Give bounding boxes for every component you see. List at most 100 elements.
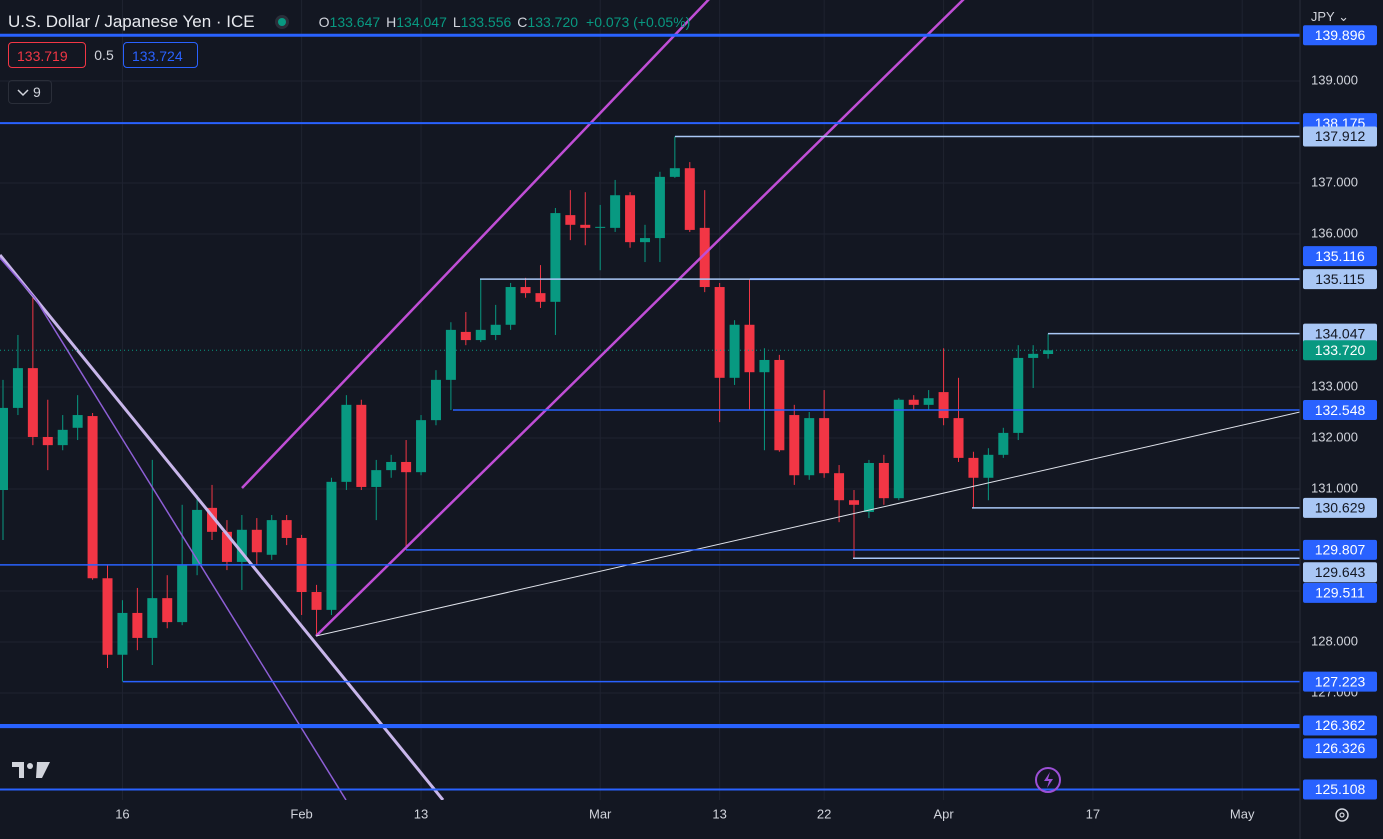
trend-line [0, 254, 445, 800]
change: +0.073 (+0.05%) [586, 14, 691, 30]
candle-body [595, 226, 606, 228]
level-label: 129.807 [1315, 542, 1366, 558]
candle-body [72, 415, 83, 428]
level-label-bg [1303, 340, 1377, 361]
ohlc-value: 134.047 [396, 14, 447, 30]
candle-body [953, 418, 964, 458]
ohlc-key: L [452, 14, 461, 30]
candle-body [251, 529, 262, 553]
level-label: 125.108 [1315, 781, 1366, 797]
levels: 139.896138.175137.912135.116135.115134.0… [0, 25, 1377, 800]
level-label: 129.643 [1315, 564, 1366, 580]
ohlc-value: 133.556 [460, 14, 512, 30]
candle-body [834, 473, 845, 501]
candle-body [401, 461, 412, 473]
candle-body [281, 520, 292, 538]
x-tick-label: 22 [817, 806, 831, 821]
level-label-bg [1303, 738, 1377, 759]
x-tick-label: Apr [933, 806, 954, 821]
level-label-bg [1303, 539, 1377, 560]
y-tick-label: 139.000 [1311, 72, 1358, 87]
candle-body [968, 457, 979, 478]
candle-body [490, 324, 501, 335]
y-tick-label: 137.000 [1311, 174, 1358, 189]
candle-body [221, 531, 232, 562]
candle-body [266, 520, 277, 555]
chevron [17, 89, 29, 97]
y-tick-label: 131.000 [1311, 480, 1358, 495]
candle-body [341, 404, 352, 482]
candle-body [87, 416, 98, 579]
x-tick-label: 16 [115, 806, 129, 821]
y-tick-label: 132.000 [1311, 429, 1358, 444]
candle-body [759, 359, 770, 373]
candle-body [774, 359, 785, 451]
candle-body [639, 238, 650, 243]
candle-body [475, 329, 486, 341]
candle-body [729, 324, 740, 378]
indicator-count: 9 [33, 84, 41, 100]
level-label-bg [1303, 269, 1377, 290]
alert-icon[interactable] [1035, 767, 1061, 793]
candle-body [714, 287, 725, 378]
candle-body [117, 612, 128, 655]
candle-body [1013, 357, 1024, 433]
candle-body [669, 168, 680, 177]
level-label: 133.720 [1315, 342, 1366, 358]
level-label: 139.896 [1315, 27, 1366, 43]
level-label-bg [1303, 246, 1377, 267]
x-tick-label: 13 [712, 806, 726, 821]
ask-button[interactable]: 133.724 [123, 42, 198, 68]
candle-body [207, 507, 218, 532]
candle-body [162, 598, 173, 623]
gear[interactable] [1339, 812, 1345, 818]
alert-circle[interactable] [1035, 767, 1061, 793]
candle-body [371, 470, 382, 487]
currency-selector[interactable]: JPY ⌄ [1310, 9, 1349, 24]
header: U.S. Dollar / Japanese Yen · ICE O 133.64… [8, 10, 690, 34]
candle-body [356, 404, 367, 487]
candle-body [744, 324, 755, 373]
alert-bolt[interactable] [1044, 772, 1053, 788]
level-label: 135.115 [1315, 271, 1365, 287]
candle-body [1028, 353, 1039, 358]
candle-body [12, 368, 23, 408]
level-label-bg [1303, 779, 1377, 800]
x-tick-label: Feb [290, 806, 312, 821]
x-tick-label: 13 [414, 806, 428, 821]
candle-body [177, 564, 188, 623]
candle-body [878, 462, 889, 499]
y-tick-label: 136.000 [1311, 225, 1358, 240]
candle-body [445, 329, 456, 380]
tv-logo [12, 762, 50, 778]
market-status[interactable] [274, 15, 289, 29]
level-label: 137.912 [1315, 128, 1366, 144]
candle-body [505, 287, 516, 325]
level-label-bg [1303, 562, 1377, 583]
level-label: 132.548 [1315, 402, 1366, 418]
candle-body [460, 331, 471, 341]
candle-body [893, 399, 904, 499]
candle-body [625, 195, 636, 243]
gear[interactable] [1335, 808, 1349, 822]
candle-body [699, 227, 710, 288]
level-label: 126.326 [1315, 740, 1366, 756]
candles [0, 136, 1054, 682]
level-label-bg [1303, 497, 1377, 518]
currency: JPY [1310, 9, 1335, 24]
x-tick-label: May [1230, 806, 1255, 821]
drawings [0, 0, 1300, 800]
ohlc-value: 133.720 [527, 14, 579, 30]
bid-button[interactable]: 133.719 [8, 42, 86, 68]
settings-icon[interactable] [1335, 808, 1349, 822]
candle-body [923, 398, 934, 405]
level-label: 129.511 [1315, 585, 1365, 601]
ohlc-key: C [517, 14, 528, 30]
candle-body [565, 215, 576, 225]
candle-body [998, 432, 1009, 455]
indicators-toggle[interactable]: 9 [8, 80, 52, 104]
x-tick-label: Mar [589, 806, 612, 821]
y-tick-label: 133.000 [1311, 378, 1358, 393]
